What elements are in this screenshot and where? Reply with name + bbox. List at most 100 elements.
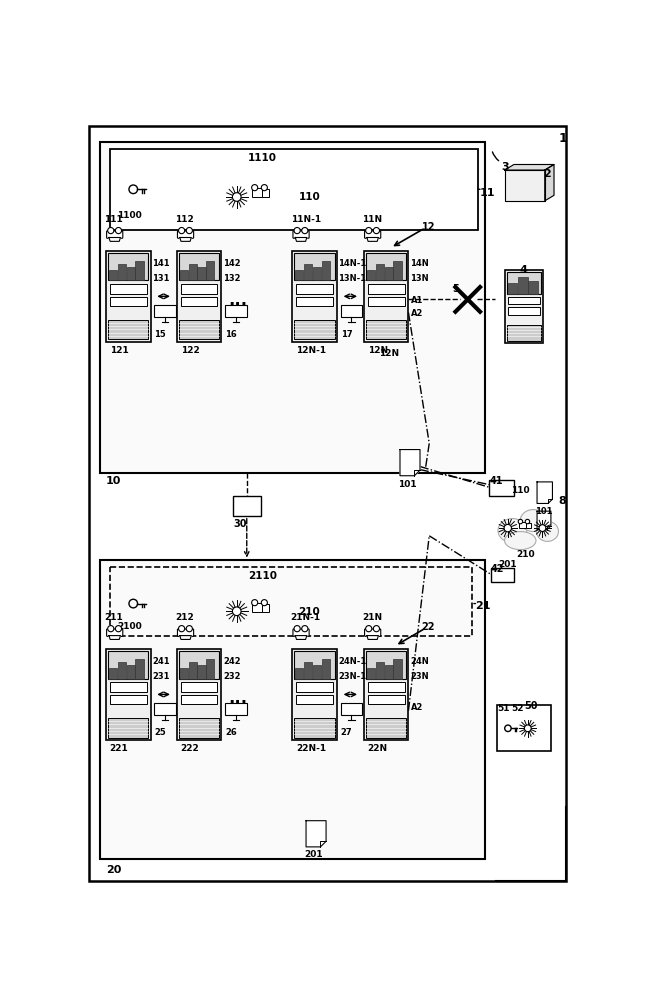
Text: 11N-1: 11N-1 [291,215,321,224]
FancyBboxPatch shape [293,231,309,238]
Bar [179,253,219,280]
Text: 20: 20 [106,865,121,875]
Bar [367,682,404,692]
Ellipse shape [520,510,546,532]
Text: 201: 201 [498,560,517,569]
Bar [497,705,551,751]
Text: 242: 242 [223,657,241,666]
Text: 16: 16 [225,330,237,339]
Text: 2110: 2110 [249,571,277,581]
Text: 112: 112 [175,215,194,224]
Text: A1: A1 [411,296,423,305]
Bar [526,523,531,528]
Text: 2: 2 [543,169,551,179]
Bar [295,320,334,339]
Text: 17: 17 [341,330,352,339]
Text: 27: 27 [341,728,352,737]
Bar [508,283,517,294]
Bar [179,651,219,679]
Text: 12N-1: 12N-1 [296,346,326,355]
Bar [366,718,406,738]
Circle shape [108,626,114,632]
Bar [117,662,126,679]
Bar [507,325,541,341]
Bar [136,659,143,679]
Text: 201: 201 [304,850,323,859]
Text: 142: 142 [223,259,241,268]
FancyBboxPatch shape [177,231,193,238]
FancyBboxPatch shape [106,231,123,238]
Bar [136,261,143,280]
Bar [367,297,404,306]
Bar [180,682,217,692]
Bar [364,649,408,740]
Circle shape [365,626,372,632]
Text: 12N: 12N [367,346,387,355]
Bar [367,284,404,294]
Text: 2100: 2100 [117,622,142,631]
Bar [252,188,262,197]
Circle shape [178,626,185,632]
Bar [179,718,219,738]
Polygon shape [367,238,378,241]
Bar [304,662,312,679]
Circle shape [232,607,241,616]
Bar [110,567,472,636]
Bar [100,142,485,473]
Text: A2: A2 [411,703,423,712]
Text: 212: 212 [175,613,194,622]
FancyBboxPatch shape [106,629,123,636]
Circle shape [504,524,511,532]
Bar [154,703,176,715]
Circle shape [373,227,380,234]
Bar [197,267,206,280]
Bar [489,480,514,496]
Text: 121: 121 [110,346,129,355]
Text: 1110: 1110 [249,153,277,163]
Bar [100,560,485,859]
Circle shape [294,227,300,234]
Bar [505,270,543,343]
Bar [189,662,197,679]
Text: ···: ··· [228,296,248,314]
Circle shape [232,193,241,201]
FancyBboxPatch shape [365,231,381,238]
Text: 222: 222 [180,744,199,753]
Bar [189,264,197,280]
Circle shape [116,626,121,632]
Circle shape [525,519,530,524]
Bar [154,305,176,317]
Bar [341,305,362,317]
Text: ···: ··· [228,694,248,712]
Text: 14N: 14N [410,259,429,268]
Text: 21N: 21N [362,613,382,622]
Bar [180,284,217,294]
Polygon shape [295,636,307,639]
FancyBboxPatch shape [177,629,193,636]
Circle shape [186,626,192,632]
Bar [295,718,334,738]
Bar [528,281,538,294]
FancyBboxPatch shape [293,629,309,636]
Bar [313,665,321,679]
Text: 122: 122 [180,346,199,355]
Ellipse shape [498,519,527,543]
Bar [491,568,514,582]
Text: 21N-1: 21N-1 [291,613,321,622]
Text: 232: 232 [223,672,240,681]
Text: 22: 22 [422,622,435,632]
Circle shape [252,600,258,606]
Text: 22N-1: 22N-1 [296,744,326,753]
Circle shape [108,227,114,234]
Text: 101: 101 [535,507,553,516]
Text: 21: 21 [476,601,491,611]
Bar [364,251,408,342]
Bar [110,149,478,230]
Circle shape [294,626,300,632]
Circle shape [539,525,546,531]
Bar [262,604,269,612]
Bar [292,649,337,740]
Polygon shape [180,238,191,241]
Bar [393,659,402,679]
Bar [367,695,404,704]
